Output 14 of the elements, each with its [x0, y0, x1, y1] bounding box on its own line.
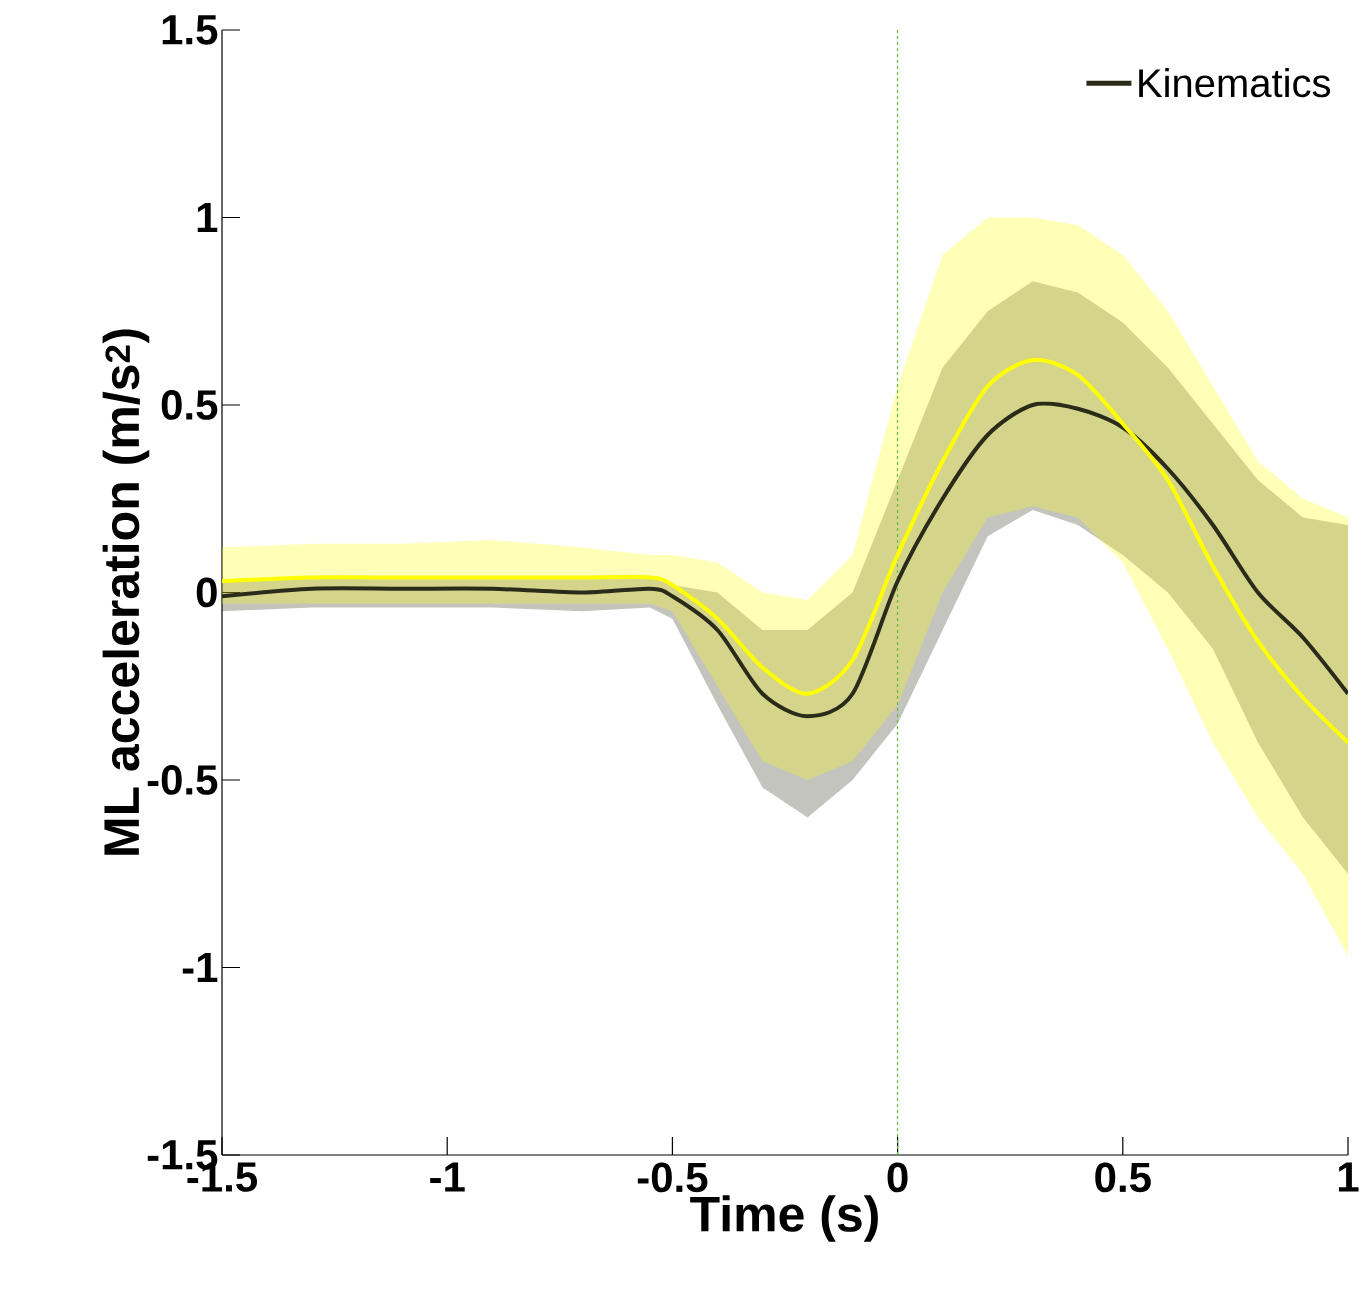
x-axis-title: Time (s) — [690, 1195, 878, 1242]
y-tick-label: 0.5 — [161, 390, 218, 420]
y-tick-label: -1 — [182, 953, 218, 982]
line-series — [222, 401, 1348, 719]
y-tick-label: 0 — [196, 577, 217, 608]
legend-label: Kinematics — [1139, 67, 1331, 98]
y-tick-label: 1 — [197, 203, 218, 232]
x-tick-label: 0.5 — [1095, 1162, 1151, 1193]
x-tick-label: -0.5 — [637, 1162, 708, 1193]
x-tick-label: 0 — [887, 1162, 908, 1193]
y-tick-label: 1.5 — [162, 15, 218, 45]
x-tick-label: -1 — [430, 1162, 465, 1192]
line-series — [222, 357, 1348, 745]
x-tick-label: 1 — [1338, 1162, 1359, 1192]
